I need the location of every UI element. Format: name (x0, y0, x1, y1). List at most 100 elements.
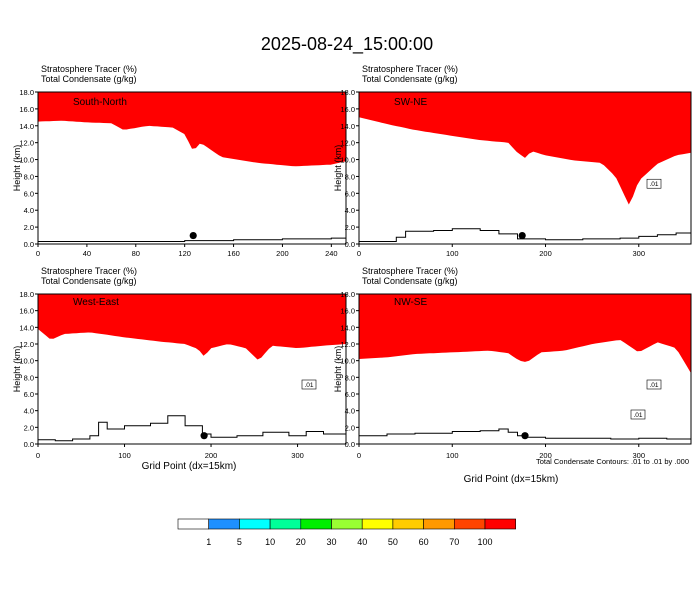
y-tick-label: 2.0 (345, 223, 355, 232)
panel-header-tracer: Stratosphere Tracer (%) (41, 64, 137, 74)
contour-footnote: Total Condensate Contours: .01 to .01 by… (536, 457, 689, 466)
panel-header-tracer: Stratosphere Tracer (%) (41, 266, 137, 276)
colorbar-swatch (208, 518, 240, 530)
x-tick-label: 200 (539, 249, 552, 258)
colorbar-swatch (361, 518, 394, 530)
x-tick-label: 100 (446, 451, 459, 460)
y-axis-label: Height (km) (12, 346, 22, 393)
colorbar-label: 70 (449, 537, 459, 547)
y-tick-label: 8.0 (345, 373, 355, 382)
panel-west-east: Stratosphere Tracer (%)Total Condensate … (12, 266, 347, 460)
tracer-field (38, 92, 346, 244)
terrain-line (359, 428, 691, 440)
y-tick-label: 14.0 (19, 122, 34, 131)
y-tick-label: 12.0 (340, 139, 355, 148)
panel-header-condensate: Total Condensate (g/kg) (41, 74, 137, 84)
y-tick-label: 12.0 (340, 340, 355, 349)
panel-nw-se: Stratosphere Tracer (%)Total Condensate … (333, 266, 692, 460)
colorbar-swatch (239, 518, 271, 530)
colorbar-label: 60 (419, 537, 429, 547)
tracer-band-10 (38, 294, 346, 360)
colorbar-swatch (423, 518, 455, 530)
x-tick-label: 300 (633, 249, 646, 258)
x-tick-label: 240 (325, 249, 338, 258)
x-tick-label: 0 (357, 451, 361, 460)
colorbar-label: 1 (206, 537, 211, 547)
colorbar-swatch (484, 518, 517, 530)
colorbar-label: 50 (388, 537, 398, 547)
y-tick-label: 2.0 (24, 423, 34, 432)
x-tick-label: 200 (539, 451, 552, 460)
y-tick-label: 6.0 (24, 390, 34, 399)
colorbar-label: 5 (237, 537, 242, 547)
panel-label: NW-SE (394, 297, 427, 308)
tracer-band-10 (359, 294, 691, 374)
y-tick-label: 4.0 (345, 407, 355, 416)
terrain-line (38, 415, 346, 442)
x-tick-label: 100 (446, 249, 459, 258)
plot-frame (358, 91, 692, 245)
y-tick-label: 16.0 (340, 105, 355, 114)
y-tick-label: 18.0 (340, 88, 355, 97)
location-marker (521, 432, 529, 440)
plot-frame (37, 293, 347, 445)
x-tick-label: 300 (291, 451, 304, 460)
x-tick-label: 0 (357, 249, 361, 258)
y-tick-label: 6.0 (24, 189, 34, 198)
contour-label-box (646, 379, 662, 390)
panel-label: West-East (73, 297, 119, 308)
y-tick-label: 0.0 (24, 240, 34, 249)
tracer-band-10 (38, 92, 346, 167)
panel-header-condensate: Total Condensate (g/kg) (362, 74, 458, 84)
x-axis-label-right: Grid Point (dx=15km) (464, 474, 559, 485)
x-tick-label: 120 (178, 249, 191, 258)
tracer-field (359, 92, 691, 244)
y-tick-label: 16.0 (19, 307, 34, 316)
contour-label-box (630, 409, 646, 420)
colorbar-label: 100 (477, 537, 492, 547)
contour-label: .01 (633, 412, 642, 419)
colorbar: 1 5 10 20 30 40 50 60 70 100 (177, 518, 517, 547)
contour-label: .01 (304, 382, 313, 389)
terrain-line (38, 237, 346, 242)
x-tick-label: 100 (118, 451, 131, 460)
panels: Stratosphere Tracer (%)Total Condensate … (12, 64, 692, 460)
y-tick-label: 16.0 (19, 105, 34, 114)
panel-sw-ne: Stratosphere Tracer (%)Total Condensate … (333, 64, 692, 258)
tracer-field (359, 294, 691, 444)
x-tick-label: 300 (633, 451, 646, 460)
location-marker (200, 432, 208, 440)
y-tick-label: 12.0 (19, 340, 34, 349)
contour-label-box (301, 379, 317, 390)
y-axis-label: Height (km) (333, 346, 343, 393)
x-tick-label: 0 (36, 249, 40, 258)
x-tick-label: 200 (205, 451, 218, 460)
y-tick-label: 0.0 (345, 240, 355, 249)
y-tick-label: 14.0 (340, 323, 355, 332)
y-axis-label: Height (km) (333, 145, 343, 192)
tracer-band-10 (359, 92, 691, 205)
x-axis-label-left: Grid Point (dx=15km) (142, 461, 237, 472)
contour-label: .01 (649, 181, 658, 188)
location-marker (518, 231, 526, 240)
colorbar-swatch (453, 518, 486, 530)
colorbar-swatch (269, 518, 302, 530)
plot-frame (358, 293, 692, 445)
y-tick-label: 8.0 (24, 172, 34, 181)
y-tick-label: 18.0 (19, 88, 34, 97)
panel-header-tracer: Stratosphere Tracer (%) (362, 64, 458, 74)
y-tick-label: 6.0 (345, 390, 355, 399)
y-tick-label: 18.0 (19, 290, 34, 299)
y-tick-label: 10.0 (340, 156, 355, 165)
panel-label: South-North (73, 97, 127, 108)
contour-label: .01 (649, 382, 658, 389)
y-tick-label: 8.0 (24, 373, 34, 382)
location-marker (189, 231, 197, 240)
x-tick-label: 80 (132, 249, 140, 258)
panel-header-tracer: Stratosphere Tracer (%) (362, 266, 458, 276)
panel-label: SW-NE (394, 97, 427, 108)
y-tick-label: 2.0 (345, 423, 355, 432)
plot-frame (37, 91, 347, 245)
colorbar-label: 10 (265, 537, 275, 547)
